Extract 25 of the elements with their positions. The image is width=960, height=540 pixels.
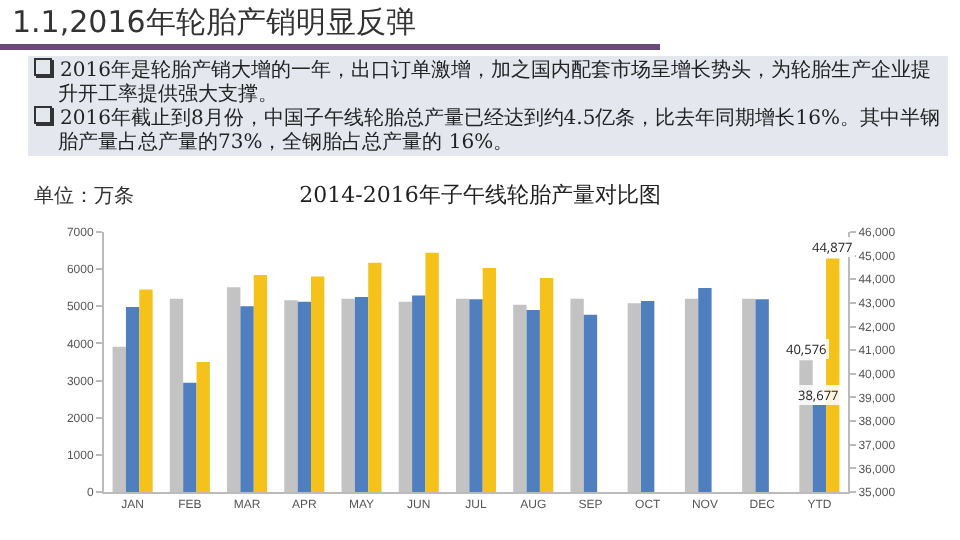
bar — [354, 297, 369, 492]
bar — [425, 252, 439, 492]
y-axis-title: 单位：万条 — [34, 180, 134, 208]
bar — [539, 278, 554, 492]
bar — [755, 299, 769, 492]
bar — [412, 295, 426, 492]
bar — [139, 289, 153, 492]
text: 2016年截止到8月份，中国子午线轮胎总产量已经达到约4.5亿条，比去年同期增长16%。其中半钢胎产量占总产量的73%，全钢胎占总产量的 16%。 — [56, 106, 942, 154]
bar — [310, 276, 325, 492]
text: 2016年是轮胎产销大增的一年，出口订单激增，加之国内配套市场呈增长势头，为轮胎生产企业提升开工率提供强大支撑。 — [56, 58, 933, 106]
bar — [698, 288, 712, 492]
bar — [482, 268, 497, 492]
bar — [583, 314, 598, 492]
bar — [641, 301, 655, 492]
chart-title: 1.1,2016年轮胎产销明显反弹 — [12, 4, 416, 42]
bar — [368, 262, 382, 492]
bar — [253, 275, 268, 492]
bar — [196, 362, 210, 492]
chart-subtitle: 2014-2016年子午线轮胎产量对比图 — [299, 182, 661, 209]
bar — [183, 382, 197, 492]
bar — [469, 299, 483, 492]
bar — [526, 310, 540, 492]
bar — [240, 306, 254, 492]
bar — [125, 307, 140, 492]
bar — [297, 301, 311, 492]
